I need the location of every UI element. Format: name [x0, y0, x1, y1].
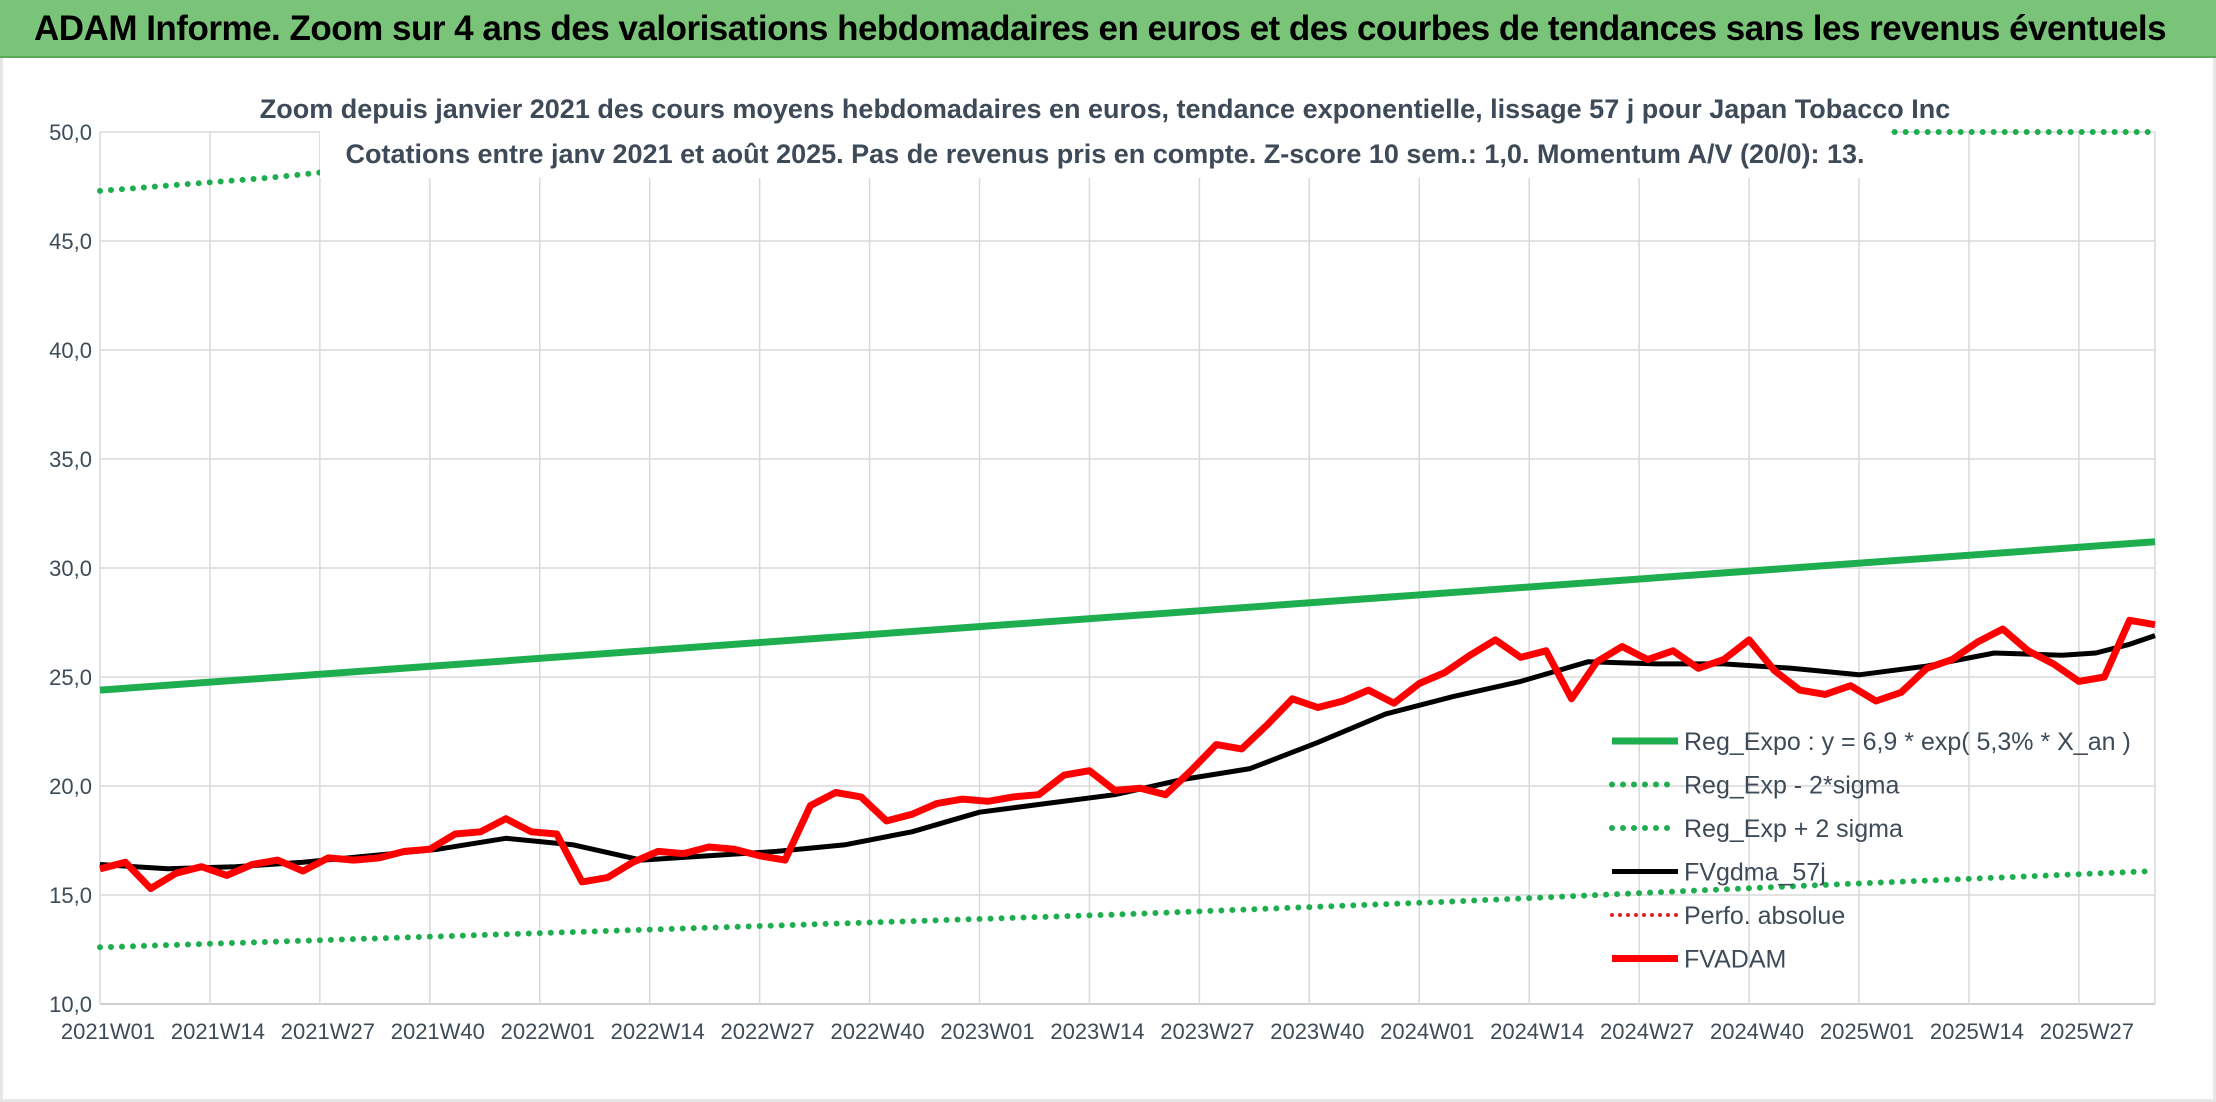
x-tick-label: 2023W40	[1270, 1019, 1364, 1044]
legend-label: Perfo. absolue	[1684, 902, 1845, 930]
x-tick-label: 2023W01	[940, 1019, 1034, 1044]
x-tick-label: 2021W40	[391, 1019, 485, 1044]
x-tick-label: 2021W27	[281, 1019, 375, 1044]
x-tick-label: 2024W01	[1380, 1019, 1474, 1044]
x-tick-label: 2022W27	[721, 1019, 815, 1044]
series-layer	[97, 129, 2158, 951]
chart-title: Zoom depuis janvier 2021 des cours moyen…	[260, 94, 1951, 124]
x-tick-label: 2023W27	[1160, 1019, 1254, 1044]
series-fvadam	[99, 616, 2156, 892]
chart-subtitle: Cotations entre janv 2021 et août 2025. …	[345, 139, 1864, 169]
x-tick-label: 2022W01	[501, 1019, 595, 1044]
title-background	[320, 82, 1890, 178]
y-tick-label: 20,0	[49, 774, 92, 799]
report-banner: ADAM Informe. Zoom sur 4 ans des valoris…	[0, 0, 2216, 58]
x-tick-label: 2025W01	[1820, 1019, 1914, 1044]
x-tick-label: 2025W14	[1930, 1019, 2024, 1044]
y-tick-label: 45,0	[49, 229, 92, 254]
y-tick-label: 50,0	[49, 120, 92, 145]
legend-label: FVgdma_57j	[1684, 859, 1826, 887]
y-tick-label: 25,0	[49, 665, 92, 690]
y-tick-label: 10,0	[49, 992, 92, 1017]
x-tick-label: 2023W14	[1050, 1019, 1144, 1044]
x-axis-ticks: 2021W01 2021W14 2021W27 2021W40 2022W01 2022W…	[61, 1019, 2134, 1044]
x-tick-label: 2021W01	[61, 1019, 155, 1044]
legend-label: Reg_Expo : y = 6,9 * exp( 5,3% * X_an )	[1684, 728, 2131, 756]
y-tick-label: 40,0	[49, 338, 92, 363]
legend-label: FVADAM	[1684, 946, 1786, 974]
report-title: ADAM Informe. Zoom sur 4 ans des valoris…	[34, 9, 2167, 48]
y-tick-label: 15,0	[49, 883, 92, 908]
series-reg-exp-plus-2sigma	[97, 159, 442, 194]
y-tick-label: 30,0	[49, 556, 92, 581]
x-tick-label: 2021W14	[171, 1019, 265, 1044]
chart-frame	[0, 58, 2216, 1102]
y-tick-label: 35,0	[49, 447, 92, 472]
y-axis-ticks: 10,0 15,0 20,0 25,0 30,0 35,0 40,0 45,0 50,0	[49, 120, 92, 1017]
series-reg-expo	[99, 538, 2156, 694]
x-tick-label: 2025W27	[2040, 1019, 2134, 1044]
x-tick-label: 2024W14	[1490, 1019, 1584, 1044]
series-reg-exp-minus-2sigma	[97, 868, 2158, 951]
x-tick-label: 2022W40	[830, 1019, 924, 1044]
legend-label: Reg_Exp + 2 sigma	[1684, 815, 1903, 843]
chart-legend: Reg_Expo : y = 6,9 * exp( 5,3% * X_an ) R…	[1609, 728, 2131, 974]
x-tick-label: 2024W27	[1600, 1019, 1694, 1044]
legend-label: Reg_Exp - 2*sigma	[1684, 772, 1899, 800]
x-tick-label: 2022W14	[611, 1019, 705, 1044]
chart-grid	[99, 131, 2156, 1005]
x-tick-label: 2024W40	[1710, 1019, 1804, 1044]
